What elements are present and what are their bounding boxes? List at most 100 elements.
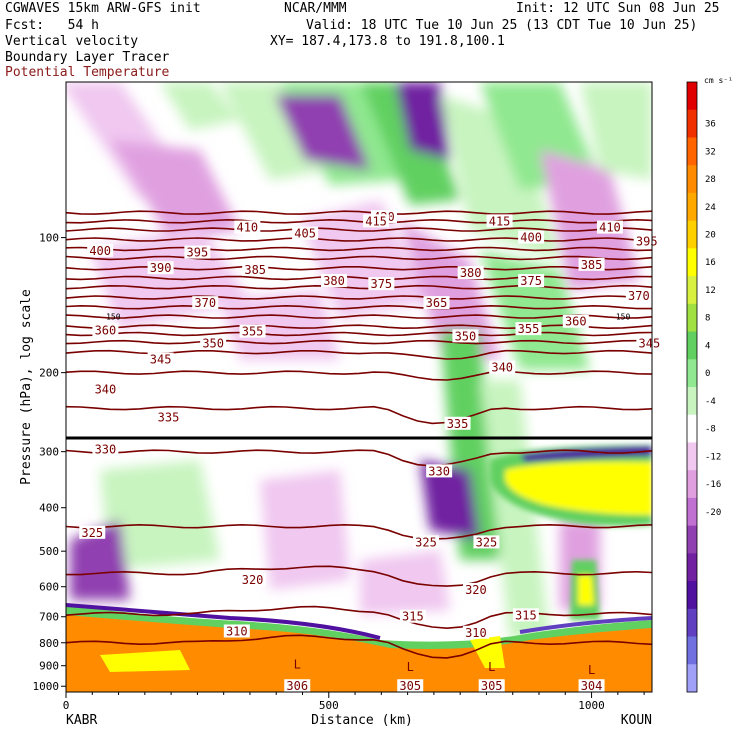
theta-label: 345 (639, 336, 661, 350)
theta-line (65, 331, 653, 337)
theta-label-background (192, 296, 219, 310)
theta-label-background (368, 277, 395, 291)
colorbar-swatch (687, 497, 697, 527)
field-potential-temperature: Potential Temperature (5, 65, 170, 80)
theta-label: 355 (518, 322, 540, 336)
theta-label: 395 (187, 246, 209, 260)
theta-line (65, 523, 653, 540)
forecast-hour: Fcst: 54 h (5, 18, 99, 33)
colorbar-swatch (687, 442, 697, 471)
theta-line (65, 275, 653, 281)
x-endpoint-start: KABR (66, 713, 97, 728)
x-endpoint-end: KOUN (621, 713, 652, 728)
theta-label: 325 (81, 526, 103, 540)
theta-label-background (625, 289, 652, 303)
low-marker: L (588, 663, 595, 677)
theta-label-background (223, 624, 250, 638)
theta-label-background (155, 410, 182, 424)
theta-label-background (92, 442, 119, 456)
x-axis: 0 500 1000 (63, 692, 645, 712)
theta-label: 400 (520, 231, 542, 245)
theta-label-background (413, 535, 440, 549)
theta-label-background (462, 582, 489, 596)
theta-label: 370 (194, 296, 216, 310)
colorbar-tick-label: 20 (705, 231, 716, 241)
theta-label-background (426, 464, 453, 478)
theta-label-background (147, 352, 174, 366)
y-axis-title: Pressure (hPa), log scale (19, 289, 34, 485)
valid-time: Valid: 18 UTC Tue 10 Jun 25 (13 CDT Tue … (306, 18, 698, 33)
colorbar-swatch (687, 220, 697, 249)
theta-label-background (239, 324, 266, 338)
theta-contours (65, 210, 653, 659)
theta-line (65, 246, 653, 252)
theta-label: 360 (565, 315, 587, 329)
tropopause-marker: 150 (106, 313, 121, 322)
low-marker: L (407, 660, 414, 674)
colorbar-tick-label: 12 (705, 286, 716, 296)
theta-label-background (636, 336, 663, 350)
theta-label-background (478, 679, 505, 693)
theta-label-background (562, 314, 589, 328)
theta-label-background (399, 609, 426, 623)
theta-label: 306 (286, 679, 308, 693)
field-boundary-layer-tracer: Boundary Layer Tracer (5, 50, 170, 65)
theta-label-background (512, 608, 539, 622)
theta-label: 375 (520, 274, 542, 288)
theta-line (65, 634, 653, 659)
theta-line (65, 605, 653, 630)
theta-label-background (423, 296, 450, 310)
theta-label-background (284, 679, 311, 693)
theta-line (65, 324, 653, 330)
colorbar-tick-label: -20 (705, 508, 721, 518)
theta-label: 330 (95, 443, 117, 457)
colorbar-tick-label: 8 (705, 314, 710, 324)
theta-label-background (363, 214, 390, 228)
theta-label: 380 (460, 266, 482, 280)
theta-label-background (239, 573, 266, 587)
colorbar-tick-label: -4 (705, 397, 716, 407)
theta-label: 390 (150, 261, 172, 275)
theta-label: 325 (476, 535, 498, 549)
theta-line (65, 295, 653, 300)
theta-label: 310 (226, 624, 248, 638)
colorbar-tick-label: -12 (705, 452, 721, 462)
theta-label: 340 (95, 382, 117, 396)
theta-line (65, 304, 652, 310)
colorbar-tick-label: 28 (705, 175, 716, 185)
colorbar-swatch (687, 303, 697, 333)
theta-label: 325 (415, 535, 437, 549)
theta-label-background (462, 625, 489, 639)
y-tick-label: 100 (39, 232, 59, 245)
y-tick-label: 900 (39, 660, 59, 673)
colorbar-swatch (687, 608, 697, 638)
theta-label: 370 (628, 289, 650, 303)
theta-label: 415 (365, 214, 387, 228)
theta-label-background (596, 220, 623, 234)
colorbar-swatch (687, 82, 697, 111)
theta-label-background (147, 261, 174, 275)
theta-label: 375 (370, 277, 392, 291)
theta-line (65, 218, 653, 224)
theta-label: 365 (426, 296, 448, 310)
colorbar-tick-label: -8 (705, 425, 716, 435)
theta-line (65, 237, 653, 242)
theta-label: 315 (402, 610, 424, 624)
theta-label-background (92, 382, 119, 396)
colorbar-swatch (687, 109, 697, 138)
y-tick-label: 600 (39, 581, 59, 594)
theta-label-background (578, 257, 605, 271)
theta-label: 305 (481, 679, 503, 693)
colorbar-tick-label: -16 (705, 480, 721, 490)
theta-label-background (515, 322, 542, 336)
low-marker: L (488, 660, 495, 674)
theta-label: 304 (581, 679, 603, 693)
cross-section-endpoints: XY= 187.4,173.8 to 191.8,100.1 (270, 34, 505, 49)
theta-label: 345 (150, 353, 172, 367)
theta-line (65, 227, 653, 232)
theta-label: 340 (491, 361, 513, 375)
theta-label-background (242, 262, 269, 276)
theta-label-background (444, 416, 471, 430)
theta-label: 305 (399, 679, 421, 693)
